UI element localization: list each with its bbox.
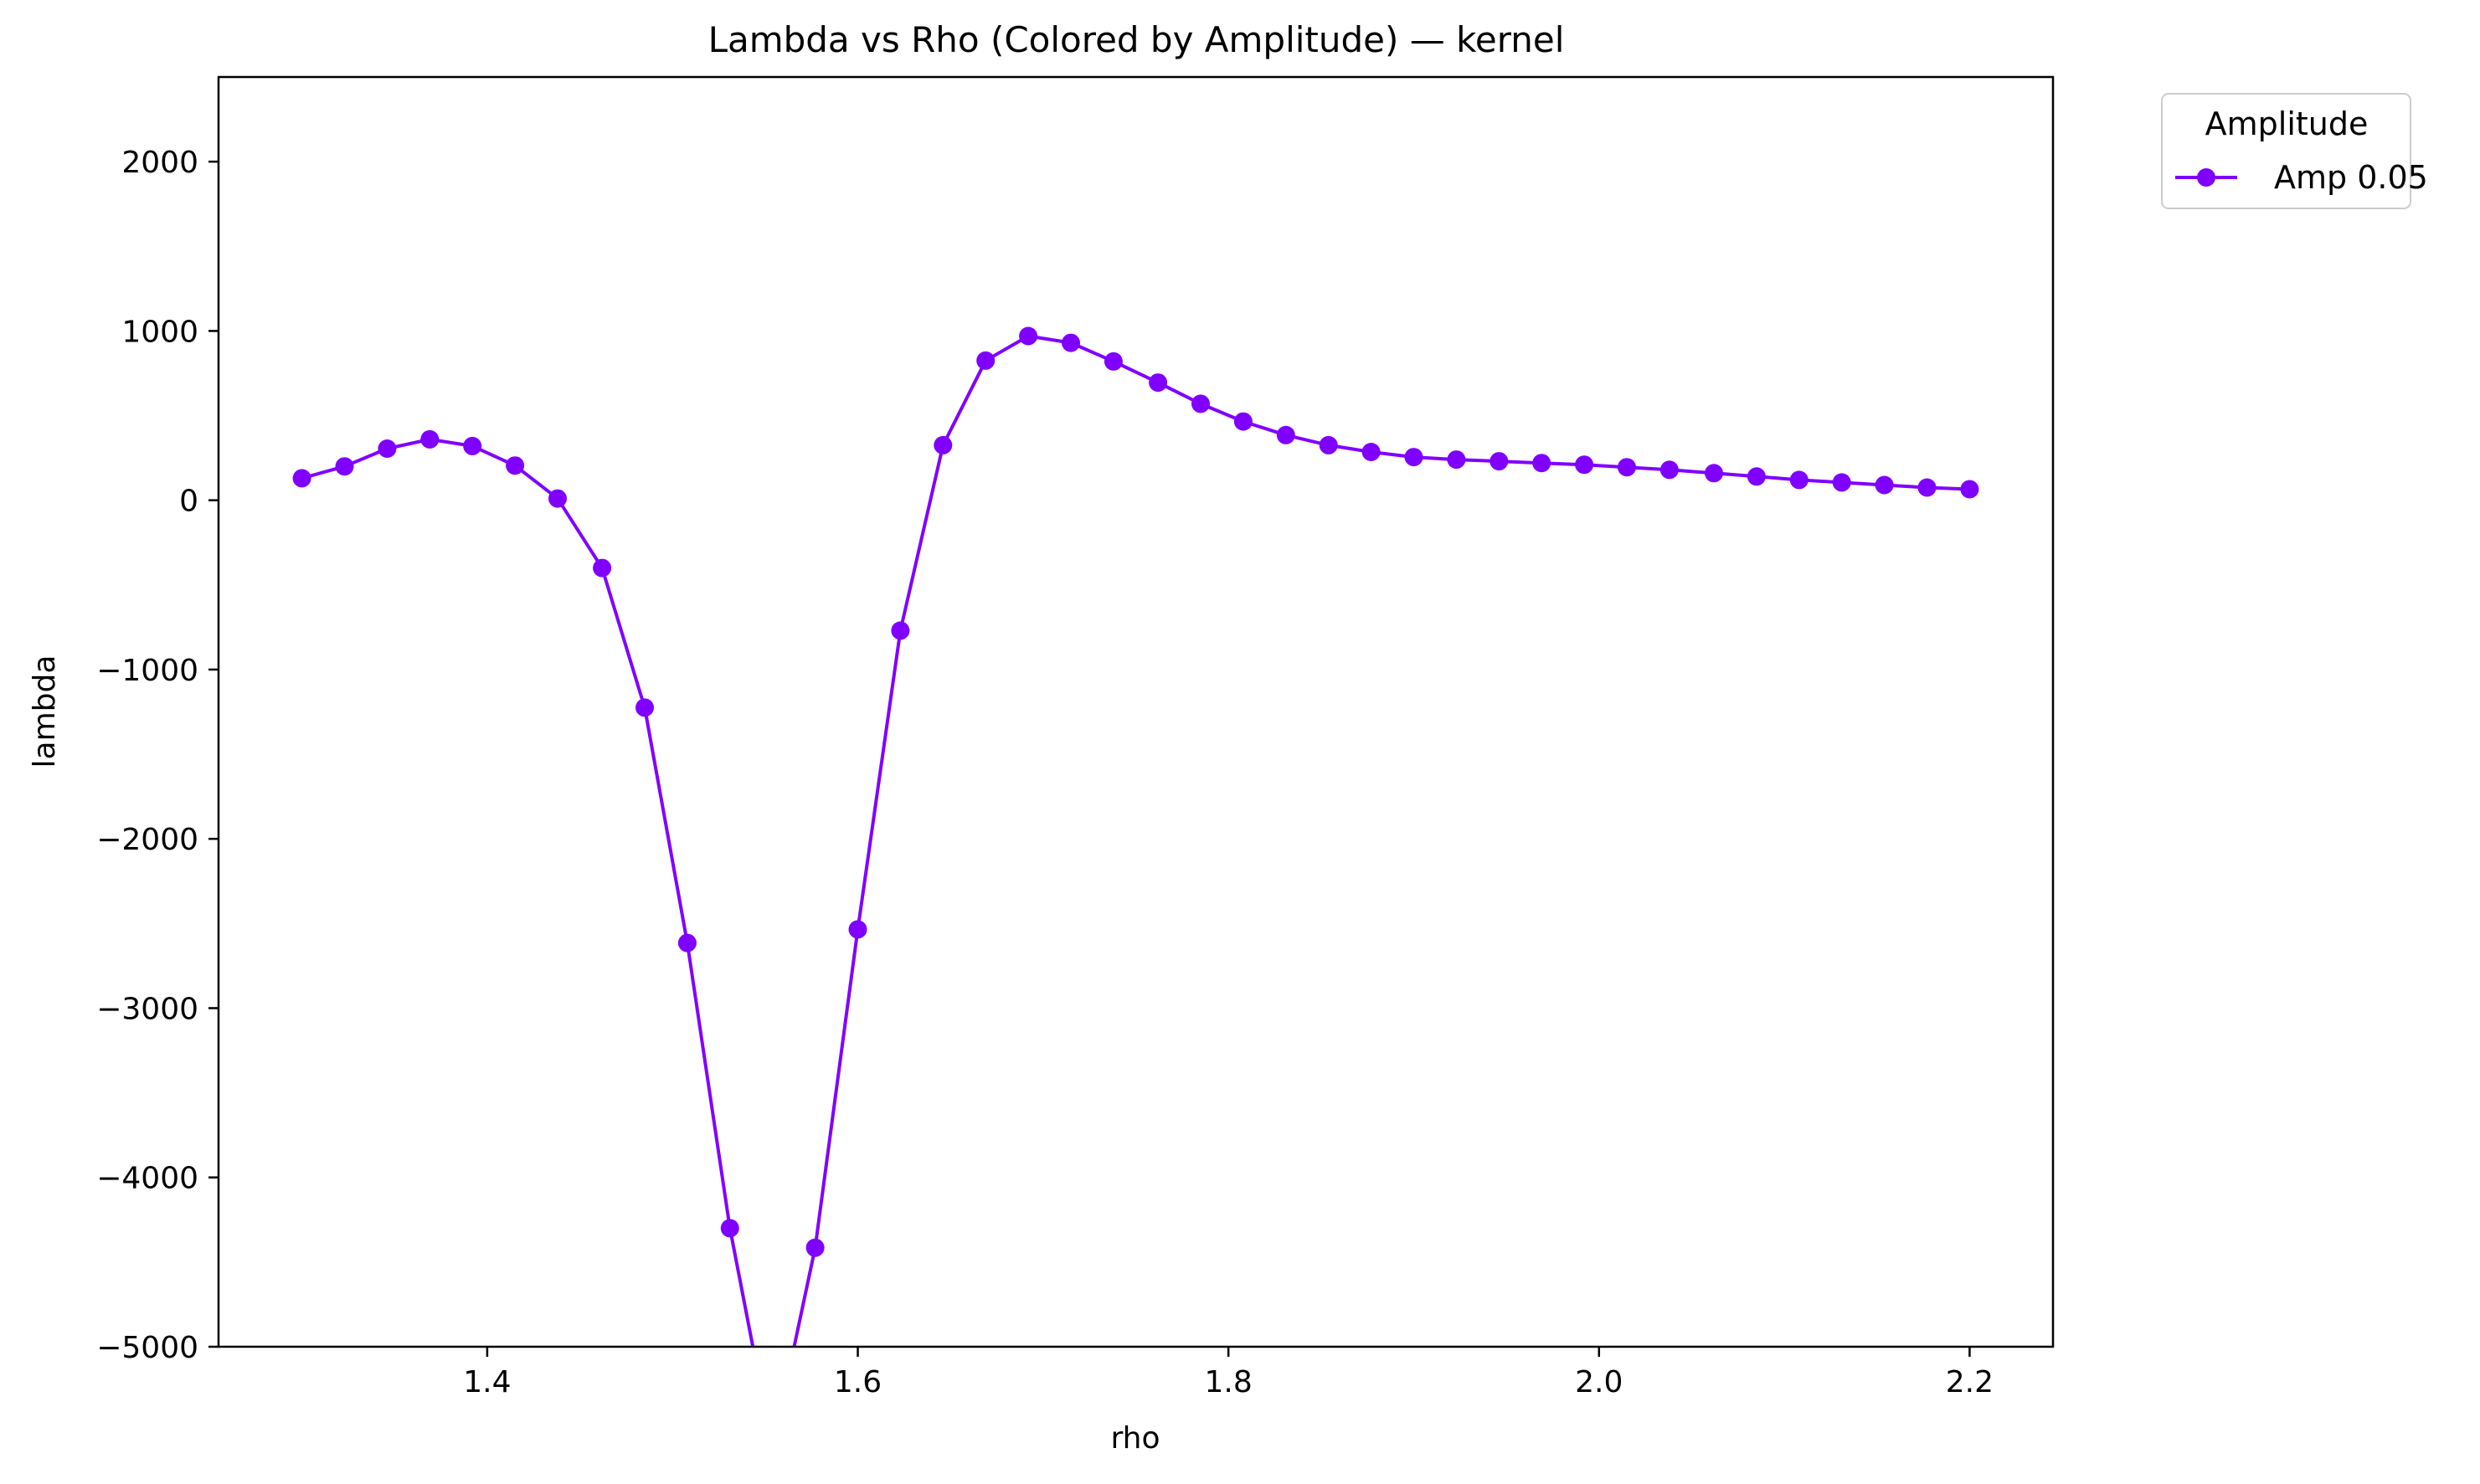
legend-frame xyxy=(2161,93,2411,209)
data-point xyxy=(805,1238,825,1257)
data-point xyxy=(420,429,440,449)
data-point xyxy=(1191,394,1210,413)
data-point xyxy=(1104,352,1123,371)
data-point xyxy=(1404,448,1423,467)
data-point xyxy=(934,435,953,454)
data-point xyxy=(593,558,612,578)
data-point xyxy=(1659,460,1679,480)
y-axis: 2000 1000 0 −1000 −2000 −3000 −4000 −5000 xyxy=(96,146,219,1365)
x-tick-label: 1.8 xyxy=(1205,1365,1253,1399)
data-point xyxy=(1319,435,1338,454)
data-point xyxy=(1960,480,1979,499)
data-point xyxy=(506,456,525,475)
data-point xyxy=(677,933,697,953)
data-point xyxy=(1747,467,1766,486)
data-point xyxy=(1832,473,1851,492)
legend-title: Amplitude xyxy=(2205,105,2369,142)
data-point xyxy=(1062,333,1080,352)
data-point xyxy=(1490,452,1509,471)
data-point xyxy=(548,489,567,508)
x-tick-label: 2.2 xyxy=(1946,1365,1994,1399)
data-point xyxy=(463,436,482,455)
legend-entry-label: Amp 0.05 xyxy=(2274,159,2428,196)
x-tick-label: 1.4 xyxy=(463,1365,511,1399)
chart-title: Lambda vs Rho (Colored by Amplitude) — k… xyxy=(708,19,1565,60)
legend-marker-swatch xyxy=(2197,168,2215,187)
data-point xyxy=(292,469,311,488)
series-line xyxy=(301,334,1970,1347)
data-point xyxy=(976,351,996,370)
x-axis-label: rho xyxy=(1110,1421,1160,1456)
y-tick-label: −1000 xyxy=(96,654,198,688)
data-point xyxy=(1789,470,1809,490)
data-point xyxy=(335,457,354,476)
data-point xyxy=(1233,412,1253,431)
data-point xyxy=(1361,443,1381,461)
data-point xyxy=(1149,373,1168,393)
data-point xyxy=(1532,454,1551,473)
x-tick-label: 1.6 xyxy=(834,1365,882,1399)
y-tick-label: 1000 xyxy=(121,315,198,349)
y-axis-label: lambda xyxy=(28,655,62,768)
x-tick-label: 2.0 xyxy=(1575,1365,1623,1399)
data-point xyxy=(1618,458,1636,477)
y-tick-label: −4000 xyxy=(96,1162,198,1196)
data-point xyxy=(1019,326,1038,346)
data-point xyxy=(378,439,397,458)
data-point xyxy=(1875,475,1894,495)
data-point xyxy=(848,920,867,939)
data-point xyxy=(1917,478,1937,497)
legend: Amplitude Amp 0.05 xyxy=(2161,93,2428,209)
data-point xyxy=(720,1219,739,1238)
y-tick-label: −5000 xyxy=(96,1331,198,1365)
data-point xyxy=(1705,464,1723,483)
series-layer xyxy=(292,326,1979,1347)
y-tick-label: 0 xyxy=(179,485,198,519)
y-tick-label: 2000 xyxy=(121,146,198,180)
data-point xyxy=(1447,450,1466,470)
data-point xyxy=(635,698,654,717)
data-point xyxy=(1575,455,1594,475)
data-point xyxy=(1276,425,1295,444)
y-tick-label: −2000 xyxy=(96,823,198,857)
data-point xyxy=(891,621,910,640)
y-tick-label: −3000 xyxy=(96,992,198,1026)
plot-frame xyxy=(217,75,2055,1348)
x-axis: 1.4 1.6 1.8 2.0 2.2 xyxy=(463,1347,1994,1399)
